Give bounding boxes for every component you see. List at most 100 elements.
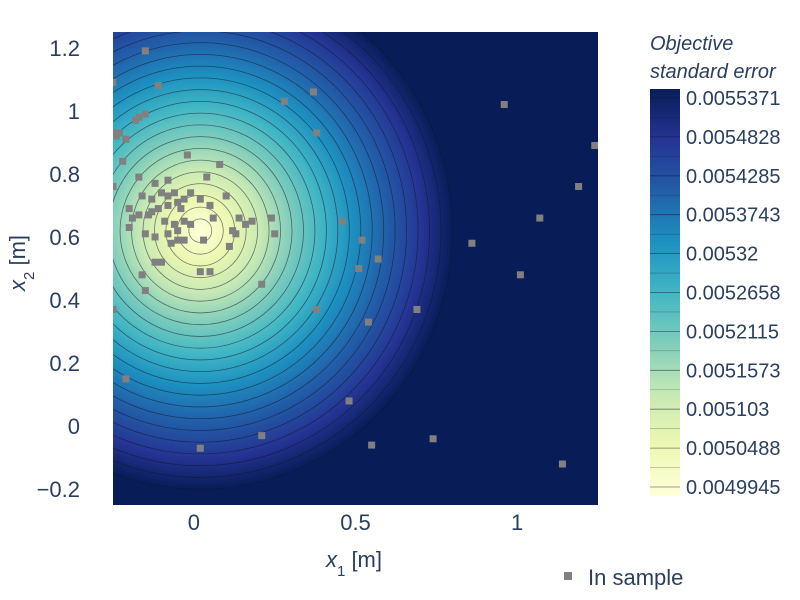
sample-point[interactable] — [558, 460, 566, 468]
contour-line — [113, 65, 362, 396]
sample-point[interactable] — [313, 129, 321, 137]
sample-point[interactable] — [180, 195, 188, 203]
sample-point[interactable] — [141, 230, 149, 238]
sample-point[interactable] — [125, 224, 133, 232]
sample-point[interactable] — [174, 227, 182, 235]
sample-point[interactable] — [271, 230, 279, 238]
sample-point[interactable] — [536, 214, 544, 222]
sample-point[interactable] — [232, 230, 240, 238]
colorbar-tick-label: 0.0055371 — [686, 88, 781, 110]
sample-point[interactable] — [187, 189, 195, 197]
sample-point[interactable] — [141, 110, 149, 118]
sample-point[interactable] — [154, 82, 162, 90]
colorbar-level-lines — [650, 97, 680, 488]
sample-point[interactable] — [138, 271, 146, 279]
sample-point[interactable] — [167, 239, 175, 247]
sample-point[interactable] — [206, 201, 214, 209]
sample-point[interactable] — [209, 214, 217, 222]
sample-point[interactable] — [135, 211, 143, 219]
sample-point[interactable] — [258, 280, 266, 288]
sample-point[interactable] — [170, 189, 178, 197]
sample-point[interactable] — [187, 220, 195, 228]
sample-point[interactable] — [158, 189, 165, 197]
contour-line — [113, 32, 442, 478]
sample-point[interactable] — [128, 214, 136, 222]
sample-point[interactable] — [429, 435, 437, 443]
sample-point[interactable] — [151, 233, 159, 241]
sample-point[interactable] — [216, 160, 224, 168]
sample-point[interactable] — [235, 214, 243, 222]
sample-point[interactable] — [164, 230, 172, 238]
sample-point[interactable] — [174, 198, 182, 206]
sample-point[interactable] — [413, 305, 421, 313]
sample-point[interactable] — [267, 214, 275, 222]
sample-point[interactable] — [309, 88, 317, 96]
y-axis-title-base: x — [5, 279, 30, 292]
sample-point[interactable] — [206, 268, 214, 276]
sample-point[interactable] — [364, 318, 372, 326]
sample-point[interactable] — [158, 258, 165, 266]
sample-point[interactable] — [368, 441, 376, 449]
sample-point[interactable] — [151, 179, 159, 187]
y-axis-title-sub: 2 — [21, 272, 38, 280]
sample-point[interactable] — [125, 205, 133, 213]
sample-point[interactable] — [122, 135, 130, 143]
sample-point[interactable] — [135, 173, 143, 181]
sample-point[interactable] — [358, 236, 366, 244]
sample-point[interactable] — [148, 195, 156, 203]
sample-point[interactable] — [177, 205, 185, 213]
sample-point[interactable] — [280, 97, 288, 105]
sample-point[interactable] — [180, 236, 188, 244]
sample-point[interactable] — [468, 239, 476, 247]
sample-point[interactable] — [138, 192, 146, 200]
sample-point[interactable] — [258, 432, 266, 440]
sample-point[interactable] — [242, 220, 250, 228]
sample-point[interactable] — [161, 217, 169, 225]
sample-point[interactable] — [516, 271, 524, 279]
sample-point[interactable] — [119, 157, 127, 165]
sample-point[interactable] — [170, 220, 178, 228]
contour-line — [113, 54, 373, 408]
sample-point[interactable] — [225, 242, 233, 250]
sample-point[interactable] — [500, 101, 508, 109]
sample-point[interactable] — [164, 176, 172, 184]
colorbar-tick-label: 0.0054828 — [686, 127, 781, 149]
sample-point[interactable] — [345, 397, 353, 405]
sample-point[interactable] — [183, 151, 191, 159]
sample-point[interactable] — [203, 173, 211, 181]
y-axis-title: x2 [m] — [5, 235, 38, 292]
colorbar-tick-label: 0.0051573 — [686, 360, 781, 382]
sample-point[interactable] — [110, 305, 117, 313]
sample-point[interactable] — [180, 217, 188, 225]
sample-point[interactable] — [355, 265, 363, 272]
sample-point[interactable] — [313, 305, 321, 313]
sample-point[interactable] — [575, 183, 583, 191]
sample-point[interactable] — [196, 268, 204, 276]
sample-point[interactable] — [141, 47, 149, 55]
sample-point[interactable] — [154, 205, 162, 213]
sample-point[interactable] — [164, 201, 172, 209]
sample-points — [110, 47, 598, 468]
sample-point[interactable] — [145, 211, 153, 219]
sample-point[interactable] — [374, 255, 382, 263]
sample-point[interactable] — [339, 217, 347, 225]
legend[interactable]: In sample — [564, 565, 683, 590]
sample-point[interactable] — [122, 375, 130, 383]
sample-point[interactable] — [222, 192, 230, 200]
contour-line — [119, 147, 281, 314]
sample-point[interactable] — [141, 287, 149, 295]
sample-point[interactable] — [113, 132, 120, 140]
sample-point[interactable] — [200, 236, 208, 244]
sample-point[interactable] — [132, 116, 140, 124]
sample-point[interactable] — [164, 192, 172, 200]
sample-point[interactable] — [110, 78, 117, 86]
sample-point[interactable] — [174, 236, 182, 244]
sample-point[interactable] — [151, 258, 159, 266]
sample-point[interactable] — [591, 142, 598, 150]
sample-point[interactable] — [248, 217, 256, 225]
contour-line — [113, 32, 430, 467]
sample-point[interactable] — [110, 183, 117, 191]
sample-point[interactable] — [196, 444, 204, 452]
sample-point[interactable] — [196, 195, 204, 203]
